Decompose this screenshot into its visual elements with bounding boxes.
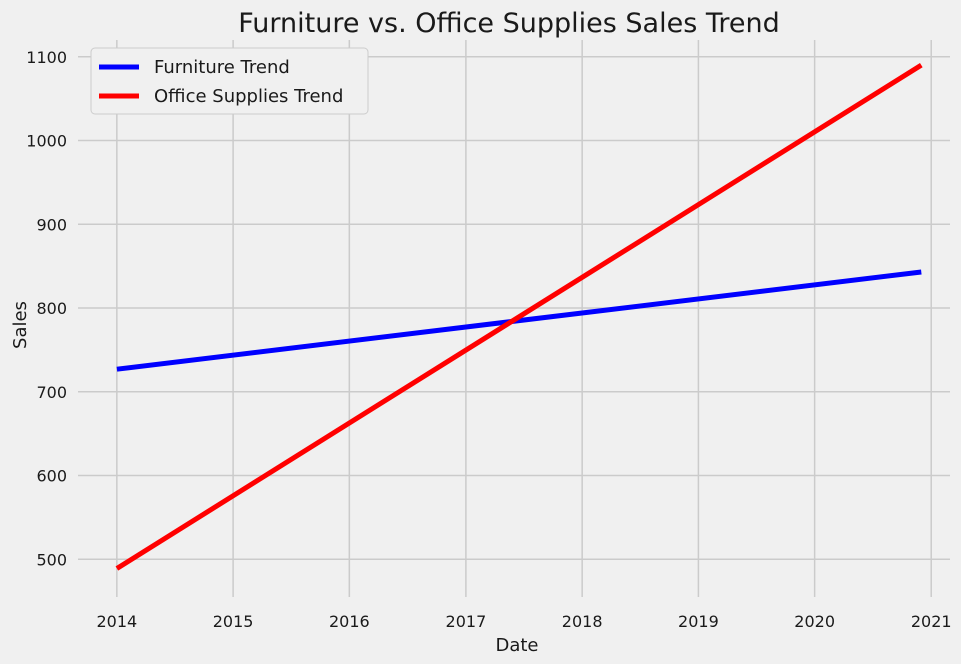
y-tick-label: 900: [36, 215, 67, 234]
y-tick-label: 600: [36, 467, 67, 486]
legend-label-2: Office Supplies Trend: [154, 86, 343, 107]
x-axis-label: Date: [495, 635, 538, 656]
tick-layer: 2014 2015 2016 2017 2018 2019 2020 2021 500 600 70…: [26, 48, 951, 631]
chart-title: Furniture vs. Office Supplies Sales Tren…: [238, 8, 780, 39]
x-tick-label: 2018: [562, 612, 603, 631]
y-tick-label: 1100: [26, 48, 67, 67]
series-line-2: [115, 62, 923, 571]
grid-layer: [78, 40, 950, 597]
x-tick-label: 2015: [213, 612, 254, 631]
series-layer: [115, 62, 923, 571]
x-tick-label: 2017: [446, 612, 487, 631]
y-tick-label: 700: [36, 383, 67, 402]
y-axis-label: Sales: [10, 301, 31, 349]
y-tick-label: 1000: [26, 132, 67, 151]
x-tick-label: 2019: [678, 612, 719, 631]
x-tick-label: 2014: [96, 612, 137, 631]
x-tick-label: 2016: [329, 612, 370, 631]
x-tick-label: 2020: [794, 612, 835, 631]
legend-label-1: Furniture Trend: [154, 57, 290, 78]
legend-box: [90, 47, 369, 115]
legend: Furniture Trend Office Supplies Trend: [90, 47, 369, 115]
y-tick-label: 800: [36, 299, 67, 318]
series-line-1: [116, 269, 922, 372]
x-tick-label: 2021: [911, 612, 952, 631]
y-tick-label: 500: [36, 550, 67, 569]
